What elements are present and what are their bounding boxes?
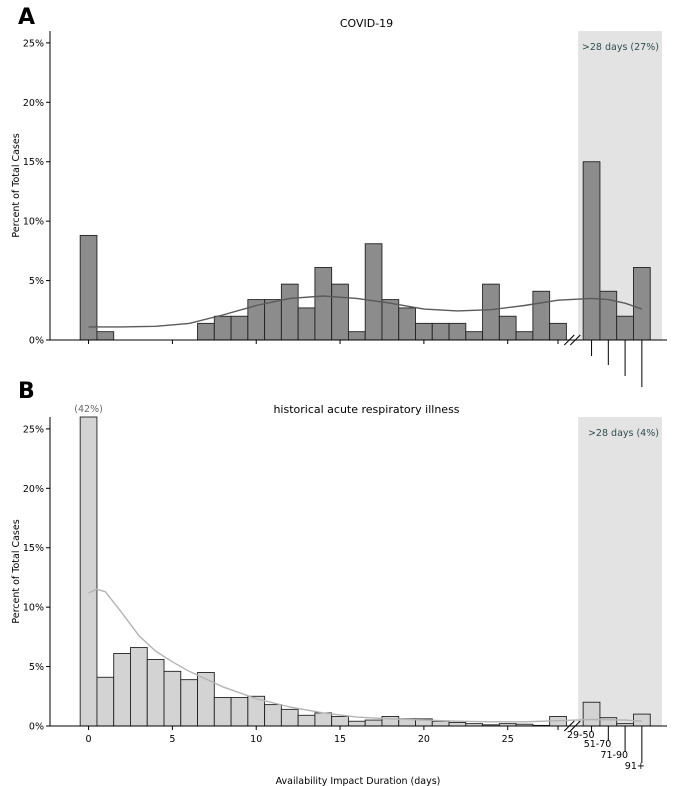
histogram-bar-extended-bin (599, 717, 618, 727)
histogram-bar (448, 721, 467, 727)
histogram-bar (264, 704, 282, 727)
histogram-bar (515, 331, 534, 341)
panel-letter: A (18, 5, 35, 30)
x-axis-label: Availability Impact Duration (days) (276, 776, 441, 786)
histogram-bar (331, 716, 349, 727)
x-tick-label: 0 (86, 734, 92, 745)
histogram-bar (180, 679, 198, 727)
histogram-bar (347, 720, 366, 727)
histogram-bar (213, 697, 232, 727)
histogram-bar (146, 658, 165, 727)
histogram-bar (448, 322, 467, 341)
axis-break-mark (563, 334, 575, 346)
histogram-bar (381, 299, 400, 341)
histogram-bar (398, 307, 416, 341)
histogram-bar (297, 307, 316, 341)
histogram-bar (314, 712, 333, 727)
axis-break-mark (563, 720, 575, 732)
shaded-region-label: >28 days (4%) (588, 428, 659, 439)
y-axis-label: Percent of Total Cases (11, 133, 22, 237)
histogram-bar (549, 322, 567, 341)
histogram-bar (163, 670, 182, 727)
x-tick-label: 5 (169, 734, 175, 745)
histogram-bar (465, 331, 484, 341)
histogram-bar (79, 234, 98, 341)
y-tick-label: 20% (23, 484, 44, 495)
histogram-bar (482, 283, 500, 341)
histogram-bar-extended-bin (582, 161, 601, 341)
histogram-bar (96, 331, 115, 341)
histogram-bar (230, 315, 249, 341)
panel-title: COVID-19 (340, 17, 393, 30)
axis-break-mark (569, 720, 581, 732)
x-tick-label: 25 (502, 734, 514, 745)
x-tick-label: 10 (250, 734, 262, 745)
shaded-region-label: >28 days (27%) (582, 42, 659, 53)
panel-title: historical acute respiratory illness (273, 403, 459, 416)
extended-bin-label: 91+ (625, 761, 645, 772)
extended-bin-label: 29-50 (567, 730, 595, 741)
y-tick-label: 0% (29, 722, 44, 733)
y-tick-label: 20% (23, 98, 44, 109)
histogram-bar (297, 714, 316, 727)
histogram-bar (364, 719, 383, 727)
y-tick-label: 10% (23, 217, 44, 228)
x-tick-label: 20 (418, 734, 430, 745)
histogram-bar-extended-bin (633, 267, 651, 341)
histogram-bar (264, 299, 282, 341)
histogram-bar (431, 322, 450, 341)
histogram-bar (532, 290, 551, 341)
extended-bin-label: 51-70 (584, 739, 612, 750)
density-curve (88, 588, 642, 723)
shaded-region-over-28-days (578, 417, 662, 726)
histogram-bar-extended-bin (633, 713, 651, 727)
y-tick-label: 10% (23, 603, 44, 614)
density-curve (88, 295, 643, 328)
histogram-bar (498, 315, 517, 341)
x-tick-label: 15 (334, 734, 346, 745)
histogram-bar (130, 647, 148, 727)
histogram-bar (280, 708, 299, 727)
y-tick-label: 5% (29, 662, 44, 673)
histogram-bar (230, 697, 249, 727)
histogram-bar-extended-bin (582, 701, 601, 727)
y-axis-label: Percent of Total Cases (11, 519, 22, 623)
histogram-bar (314, 267, 333, 341)
histogram-bar (197, 322, 215, 341)
overflow-value-label: (42%) (74, 404, 103, 415)
histogram-bar (79, 416, 98, 727)
histogram-bar (331, 283, 349, 341)
y-tick-label: 15% (23, 157, 44, 168)
y-tick-label: 5% (29, 276, 44, 287)
histogram-bar (280, 283, 299, 341)
histogram-bar (96, 676, 115, 727)
panel-letter: B (18, 379, 35, 404)
y-tick-label: 0% (29, 336, 44, 347)
histogram-bar-extended-bin (616, 315, 634, 341)
histogram-bar (415, 322, 433, 341)
axis-break-mark (569, 334, 581, 346)
y-tick-label: 25% (23, 38, 44, 49)
histogram-bar (213, 315, 232, 341)
extended-bin-label: 71-90 (600, 750, 628, 761)
y-tick-label: 25% (23, 424, 44, 435)
histogram-bar (197, 672, 215, 727)
histogram-bar (364, 243, 383, 341)
histogram-bar (113, 653, 131, 727)
histogram-bar (347, 331, 366, 341)
y-tick-label: 15% (23, 543, 44, 554)
histogram-bar (431, 720, 450, 727)
